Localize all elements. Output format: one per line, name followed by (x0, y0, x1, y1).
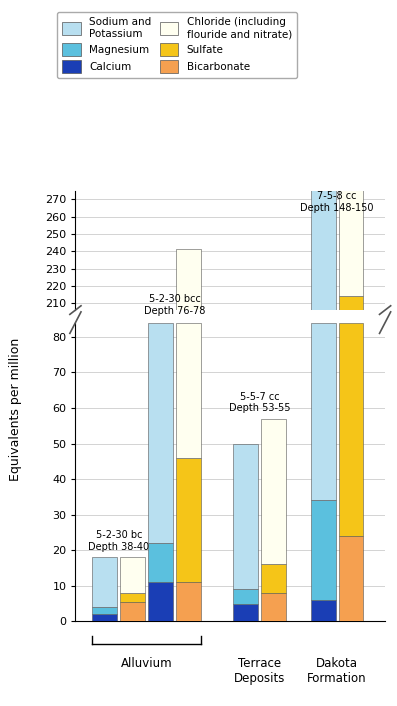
Bar (176, 457, 201, 582)
Bar (261, 593, 286, 621)
Bar (93, 607, 117, 614)
Bar (311, 59, 335, 310)
Bar (148, 582, 173, 621)
Text: 5-5-7 cc
Depth 53-55: 5-5-7 cc Depth 53-55 (229, 392, 291, 413)
Bar (120, 593, 145, 602)
Legend: Sodium and
Potassium, Magnesium, Calcium, Chloride (including
flouride and nitra: Sodium and Potassium, Magnesium, Calcium… (57, 12, 297, 78)
Bar (93, 614, 117, 621)
Text: Dakota
Formation: Dakota Formation (307, 657, 367, 685)
Bar (176, 323, 201, 457)
Bar (120, 602, 145, 621)
Bar (311, 323, 335, 501)
Bar (148, 543, 173, 582)
Bar (339, 323, 363, 536)
Bar (176, 249, 201, 310)
Bar (339, 297, 363, 310)
Bar (176, 582, 201, 621)
Bar (233, 443, 258, 590)
Text: 7-5-8 cc
Depth 148-150: 7-5-8 cc Depth 148-150 (301, 191, 374, 213)
Text: 5-2-30 bcc
Depth 76-78: 5-2-30 bcc Depth 76-78 (144, 294, 205, 316)
Text: Equivalents per million: Equivalents per million (10, 338, 22, 481)
Bar (339, 536, 363, 621)
Bar (233, 604, 258, 621)
Bar (261, 564, 286, 593)
Text: Alluvium: Alluvium (121, 657, 172, 670)
Bar (261, 419, 286, 564)
Bar (311, 600, 335, 621)
Text: 5-2-30 bc
Depth 38-40: 5-2-30 bc Depth 38-40 (88, 530, 149, 552)
Bar (233, 590, 258, 604)
Text: Terrace
Deposits: Terrace Deposits (234, 657, 285, 685)
Bar (93, 557, 117, 607)
Bar (339, 0, 363, 297)
Bar (311, 501, 335, 600)
Bar (148, 323, 173, 543)
Bar (120, 557, 145, 593)
